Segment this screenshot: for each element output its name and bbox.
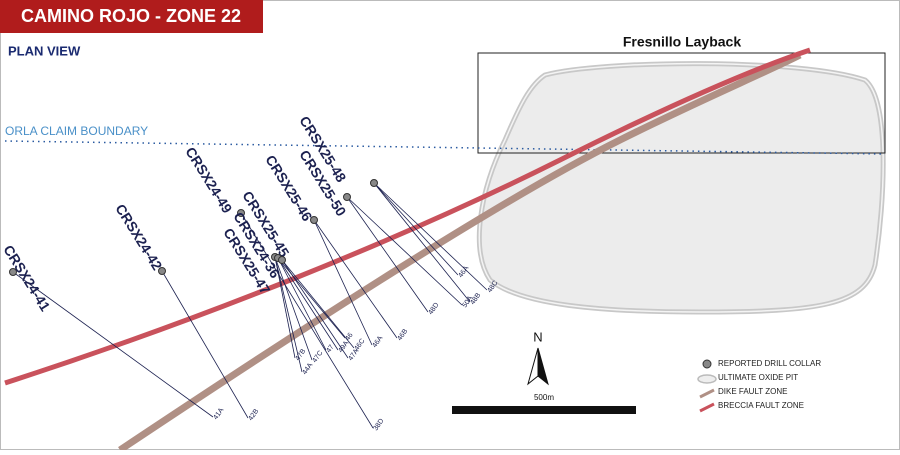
drill-trace xyxy=(274,256,313,361)
drill-collar xyxy=(278,256,286,264)
drill-trace xyxy=(274,256,303,373)
drill-trace xyxy=(277,257,327,351)
north-arrow-right xyxy=(537,347,549,386)
legend-pit-icon xyxy=(697,374,717,384)
subtitle: PLAN VIEW xyxy=(8,43,81,58)
layback-label: Fresnillo Layback xyxy=(623,34,741,50)
dike-fault xyxy=(118,51,802,453)
drill-trace xyxy=(313,219,398,339)
drill-trace xyxy=(274,256,296,359)
legend-dike-icon xyxy=(699,388,715,399)
drill-collar xyxy=(370,179,378,187)
drill-trace xyxy=(281,259,355,349)
drill-trace xyxy=(373,182,488,291)
drill-trace xyxy=(313,219,373,346)
drill-collar xyxy=(9,268,17,276)
drill-trace xyxy=(161,270,249,419)
drill-trace xyxy=(240,212,374,429)
drill-collar xyxy=(310,216,318,224)
title-box xyxy=(0,0,263,33)
layback-box xyxy=(477,52,886,154)
drill-trace xyxy=(281,259,349,359)
drill-trace xyxy=(373,182,459,276)
drill-collar xyxy=(237,209,245,217)
scale-bar xyxy=(452,406,636,414)
drill-trace xyxy=(346,196,429,313)
drill-trace xyxy=(346,196,463,306)
oxide-pit-inner xyxy=(478,62,884,313)
claim-boundary-label: ORLA CLAIM BOUNDARY xyxy=(5,124,148,138)
drill-trace xyxy=(12,271,214,418)
trace-label: 47 xyxy=(325,344,335,354)
legend-text: DIKE FAULT ZONE xyxy=(718,387,788,396)
legend-breccia-icon xyxy=(699,402,715,413)
drill-collar xyxy=(343,193,351,201)
drill-trace xyxy=(277,257,339,351)
legend-collar-icon xyxy=(702,359,712,369)
trace-label: 46 xyxy=(344,332,354,342)
legend-text: BRECCIA FAULT ZONE xyxy=(718,401,804,410)
breccia-fault xyxy=(4,47,811,386)
title: CAMINO ROJO - ZONE 22 xyxy=(21,6,241,26)
legend-text: ULTIMATE OXIDE PIT xyxy=(718,373,798,382)
north-label: N xyxy=(533,329,542,344)
legend-text: REPORTED DRILL COLLAR xyxy=(718,359,821,368)
drill-trace xyxy=(373,182,471,303)
drill-collar xyxy=(158,267,166,275)
scale-label: 500m xyxy=(534,393,554,402)
claim-boundary xyxy=(4,140,886,155)
